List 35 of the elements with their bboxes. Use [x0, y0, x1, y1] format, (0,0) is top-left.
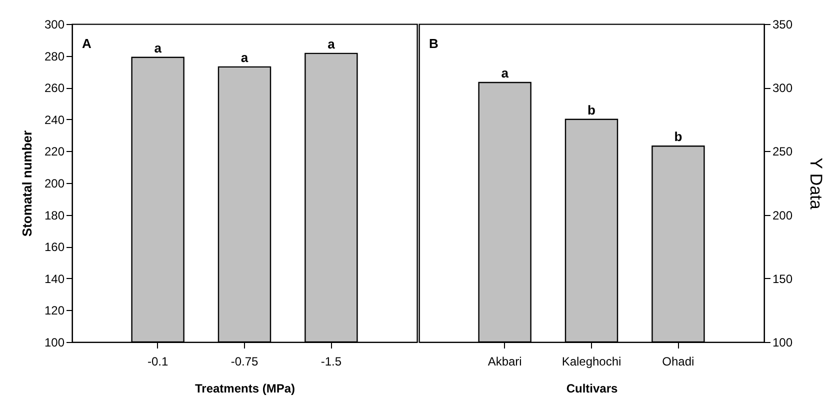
y2-tick-label: 300: [772, 81, 793, 96]
y-axis-title: Stomatal number: [19, 130, 34, 237]
x-axis-title: Treatments (MPa): [194, 382, 296, 396]
y-tick-label: 200: [44, 176, 65, 190]
x-tick-label: Akbari: [488, 354, 522, 368]
annotation: a: [501, 66, 510, 81]
x-axis-title: Cultivars: [566, 382, 618, 396]
x-tick-label: -0.1: [147, 354, 168, 368]
x-tick-label: Kaleghochi: [562, 354, 622, 368]
y-tick-label: 180: [44, 208, 65, 222]
y-tick-label: 120: [44, 304, 65, 318]
x-tick-label: Ohadi: [662, 354, 694, 368]
annotation: b: [674, 129, 682, 144]
annotation: a: [240, 50, 249, 65]
y-tick-label: 300: [44, 18, 65, 32]
y2-tick-label: 200: [772, 208, 793, 222]
y2-axis-title: Y Data: [806, 158, 826, 210]
y-tick-label: 160: [44, 240, 65, 254]
y2-tick-label: 350: [772, 18, 793, 32]
annotation: b: [588, 102, 596, 118]
x-tick-label: -1.5: [320, 354, 342, 368]
annotation: B: [429, 36, 438, 51]
y2-tick-label: 100: [772, 336, 793, 350]
y2-tick-label: 250: [772, 144, 793, 159]
y-tick-label: 260: [44, 81, 65, 96]
y-tick-label: 140: [44, 272, 65, 286]
y2-tick-label: 150: [772, 272, 793, 286]
y-tick-label: 220: [44, 144, 65, 159]
annotation: a: [154, 40, 162, 56]
y-tick-label: 280: [44, 49, 65, 64]
y-tick-label: 100: [44, 336, 65, 350]
annotation: A: [82, 36, 92, 51]
y-tick-label: 240: [44, 112, 65, 127]
x-tick-label: -0.75: [230, 354, 258, 368]
annotation: a: [328, 36, 336, 52]
